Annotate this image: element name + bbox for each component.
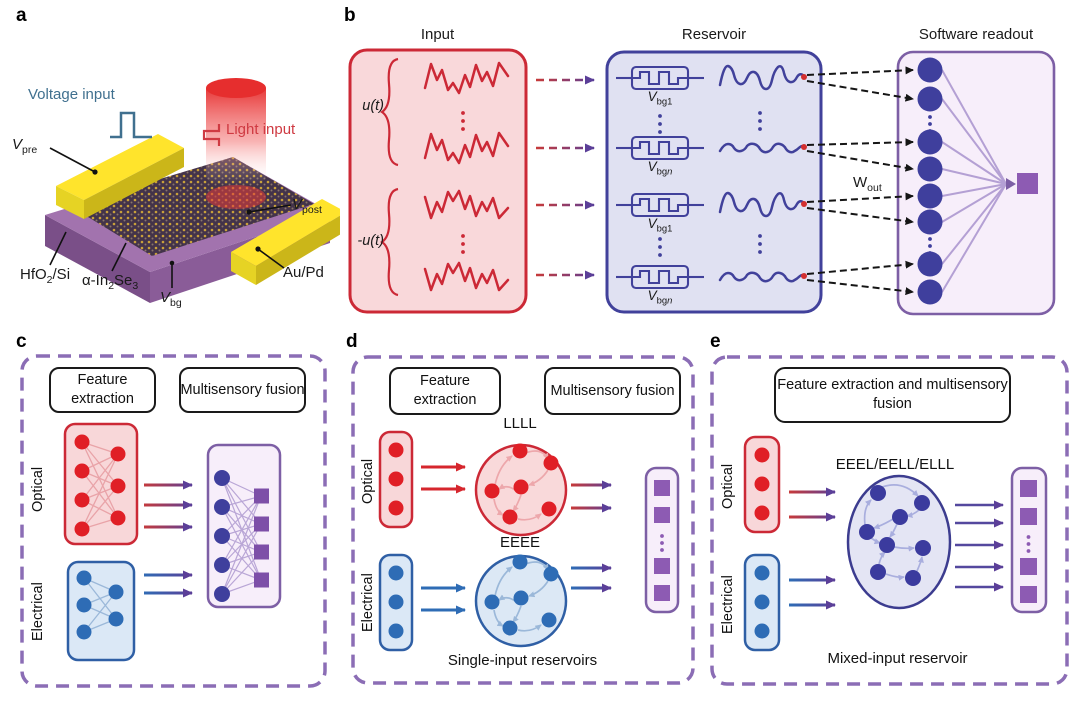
u-t-label: u(t)	[362, 98, 384, 114]
electrical-input-arrows	[421, 583, 466, 615]
voltage-pulse-icon	[110, 111, 152, 139]
eeee-label: EEEE	[499, 534, 541, 551]
optical-input-nodes	[388, 442, 404, 516]
optical-label: Optical	[360, 458, 376, 504]
optical-input-arrows	[421, 462, 466, 494]
voltage-input-label: Voltage input	[28, 86, 115, 103]
neg-u-t-label: -u(t)	[357, 233, 384, 249]
v-bg1-label-1: Vbg1	[647, 89, 673, 108]
panel-letter-c: c	[16, 331, 27, 352]
electrical-input-arrows	[789, 575, 836, 610]
output-arrowhead	[1006, 178, 1016, 190]
panel-letter-e: e	[710, 331, 721, 352]
multisensory-fusion-label: Multisensory fusion	[550, 382, 675, 399]
panel-letter-b: b	[344, 5, 356, 26]
electrical-output-arrows	[571, 563, 612, 593]
reservoir-pipeline	[348, 48, 1056, 316]
multisensory-fusion-box	[544, 367, 681, 415]
llll-label: LLLL	[503, 415, 537, 432]
readout-weights	[941, 69, 1007, 293]
light-input-label: Light input	[226, 121, 296, 138]
optical-label: Optical	[720, 463, 736, 509]
panel-d-dashed-border	[351, 355, 695, 685]
panel-e-caption: Mixed-input reservoir	[827, 650, 968, 667]
v-bg1-label-2: Vbg1	[647, 216, 673, 235]
multisensory-fusion-label: Multisensory fusion	[180, 381, 305, 398]
mixed-reservoir-label: EEEL/EELL/ELLL	[835, 456, 955, 473]
output-box	[1010, 466, 1048, 614]
optical-label: Optical	[30, 466, 46, 512]
optical-input-arrows	[789, 487, 836, 522]
electrical-network-nodes	[76, 570, 124, 640]
mixed-reservoir-links	[863, 484, 924, 581]
electrical-label: Electrical	[720, 575, 736, 635]
optical-input-nodes	[754, 447, 770, 521]
v-bg-label: Vbg	[160, 289, 182, 309]
wout-arrows	[806, 66, 914, 296]
panel-letter-d: d	[346, 331, 358, 352]
input-ellipsis-dots	[461, 111, 465, 254]
input-braces	[380, 57, 399, 297]
hfo2-si-label: HfO2/Si	[20, 266, 71, 286]
mixed-reservoir-ellipse	[846, 474, 952, 610]
memristor-icons	[616, 65, 704, 290]
header-box	[774, 367, 1011, 423]
electrical-reservoir-nodes	[484, 554, 559, 636]
feature-extraction-label: Feature extraction	[71, 372, 134, 407]
fusion-neurons	[214, 470, 230, 602]
reservoir-output-arrows	[955, 500, 1004, 592]
output-box	[644, 466, 680, 614]
v-pre-label: Vpre	[12, 136, 38, 156]
panel-e-graphics	[710, 355, 1069, 686]
light-spot	[206, 185, 266, 209]
electrical-label: Electrical	[360, 573, 376, 633]
au-pd-label: Au/Pd	[283, 264, 324, 281]
leader-lines	[49, 147, 292, 288]
output-squares	[654, 480, 670, 601]
multisensory-fusion-box	[179, 367, 306, 413]
reservoir-ellipsis-dots	[658, 111, 762, 257]
reservoir-title: Reservoir	[681, 26, 747, 43]
panel-d-caption: Single-input reservoirs	[447, 652, 598, 669]
electrical-label: Electrical	[30, 582, 46, 642]
v-bgn-label-2: Vbgn	[647, 288, 673, 307]
input-title: Input	[420, 26, 455, 43]
feature-extraction-box	[389, 367, 501, 415]
electrical-input-nodes	[754, 565, 770, 639]
readout-title: Software readout	[918, 26, 1034, 43]
panel-d-graphics	[351, 355, 695, 685]
w-out-label: Wout	[853, 174, 882, 194]
optical-output-arrows	[571, 480, 612, 513]
light-pulse-icon	[202, 124, 221, 146]
electrical-input-nodes	[388, 565, 404, 639]
device-schematic	[45, 78, 340, 303]
feature-extraction-box	[49, 367, 156, 413]
panel-c-graphics	[20, 354, 327, 688]
feature-fusion-header-label: Feature extraction and multisensory fusi…	[777, 377, 1008, 412]
mixed-reservoir-nodes	[859, 485, 931, 586]
readout-box	[896, 50, 1056, 316]
panel-c-dashed-border	[20, 354, 327, 688]
light-beam	[206, 78, 266, 186]
output-square	[1017, 173, 1038, 194]
output-squares	[1020, 480, 1037, 603]
input-to-reservoir-arrows	[536, 75, 595, 280]
feature-extraction-label: Feature extraction	[413, 373, 477, 408]
v-bgn-label-1: Vbgn	[647, 159, 673, 178]
v-post-label: Vpost	[292, 196, 322, 216]
readout-neurons	[917, 57, 943, 305]
panel-e-dashed-border	[710, 355, 1069, 686]
optical-reservoir-nodes	[484, 443, 559, 525]
left-electrode	[56, 134, 184, 219]
readout-sample-points	[801, 74, 807, 279]
optical-to-fusion-arrows	[144, 480, 193, 532]
in2se3-label: α-In2Se3	[82, 272, 139, 292]
optical-network-nodes	[74, 434, 126, 537]
input-box	[348, 48, 528, 314]
electrical-to-fusion-arrows	[144, 570, 193, 598]
fusion-output-squares	[254, 488, 269, 588]
panel-letter-a: a	[16, 5, 27, 26]
